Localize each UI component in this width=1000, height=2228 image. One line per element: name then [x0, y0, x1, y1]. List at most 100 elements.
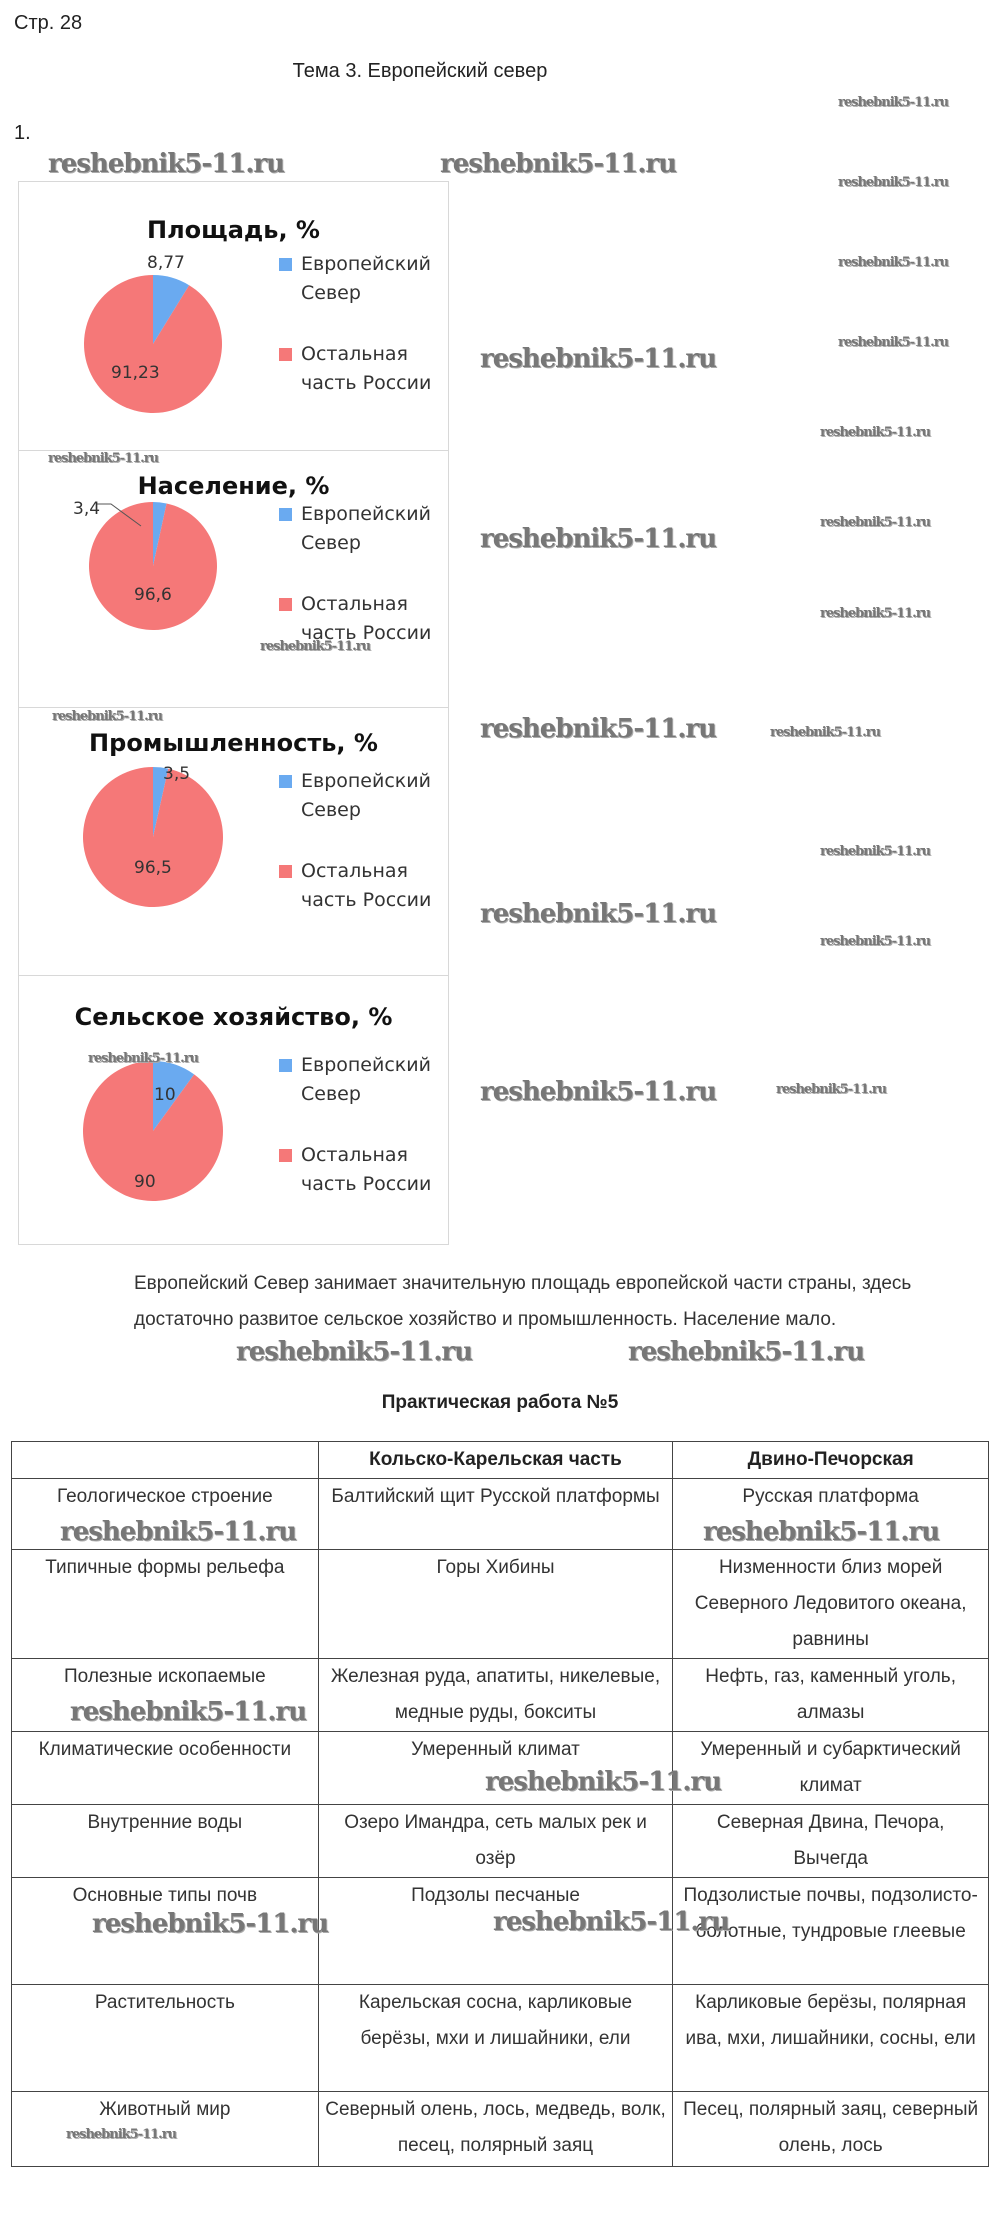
legend-item-european-north: Европейский Север	[279, 250, 471, 308]
watermark: reshebnik5-11.ru	[92, 1909, 329, 1939]
watermark: reshebnik5-11.ru	[820, 515, 931, 530]
watermark: reshebnik5-11.ru	[628, 1337, 865, 1367]
slice-european-north	[153, 767, 169, 837]
leader-line	[97, 503, 142, 527]
legend-item-rest-of-russia: Остальная часть России	[279, 590, 471, 648]
row-label-cell: Климатические особенности	[11, 1731, 319, 1805]
header-cell: Кольско-Карельская часть	[317, 1441, 674, 1479]
pie-chart: 10 90	[83, 1061, 224, 1201]
legend-label: Остальная	[301, 860, 408, 882]
row-label-cell: Растительность	[11, 1984, 319, 2092]
watermark: reshebnik5-11.ru	[480, 524, 717, 554]
legend-swatch	[279, 1059, 292, 1072]
legend-label: Остальная	[301, 593, 408, 615]
slice-rest-of-russia	[83, 1061, 224, 1201]
watermark: reshebnik5-11.ru	[88, 1051, 199, 1066]
chart-title: Сельское хозяйство, %	[74, 1003, 393, 1031]
slice-european-north	[153, 1061, 195, 1131]
watermark: reshebnik5-11.ru	[820, 844, 931, 859]
legend-label: Европейский	[301, 253, 431, 275]
table-cell: Русская платформа	[672, 1478, 989, 1550]
watermark: reshebnik5-11.ru	[70, 1697, 307, 1727]
legend-item-rest-of-russia: Остальная часть России	[279, 340, 471, 398]
watermark: reshebnik5-11.ru	[48, 451, 159, 466]
legend-swatch	[279, 258, 292, 271]
legend-label: часть России	[301, 889, 432, 911]
legend-label: Остальная	[301, 343, 408, 365]
legend-item-european-north: Европейский Север	[279, 767, 471, 825]
pie-chart-panel: Сельское хозяйство, % 10 90 Европейский Се…	[19, 975, 448, 1244]
watermark: reshebnik5-11.ru	[52, 709, 163, 724]
table-row: Климатические особенности Умеренный клима…	[11, 1731, 989, 1805]
watermark: reshebnik5-11.ru	[66, 2127, 177, 2142]
row-label-cell: Полезные ископаемые	[11, 1658, 319, 1732]
watermark: reshebnik5-11.ru	[480, 344, 717, 374]
table-cell: Умеренный и субарктический климат	[672, 1731, 989, 1805]
table-row: Типичные формы рельефа Горы Хибины Низменн…	[11, 1549, 989, 1659]
data-label: 8,77	[147, 253, 185, 273]
table-cell: Нефть, газ, каменный уголь, алмазы	[672, 1658, 989, 1732]
pie-chart: 3,5 96,5	[83, 764, 224, 907]
watermark: reshebnik5-11.ru	[838, 175, 949, 190]
legend-label: Европейский	[301, 1054, 431, 1076]
chart-legend: Европейский Север Остальная часть России	[279, 1051, 471, 1199]
slice-european-north	[153, 275, 190, 344]
data-label: 91,23	[111, 363, 160, 383]
pie-chart-panel: Площадь, % 8,77 91,23 Европейский Север Ос…	[19, 182, 448, 451]
comparison-table: Кольско-Карельская часть Двино-Печорская…	[11, 1441, 989, 2167]
slice-rest-of-russia	[88, 502, 218, 630]
row-label-cell: Типичные формы рельефа	[11, 1549, 319, 1659]
legend-label: Север	[301, 1083, 361, 1105]
watermark: reshebnik5-11.ru	[820, 934, 931, 949]
watermark: reshebnik5-11.ru	[485, 1767, 722, 1797]
slice-rest-of-russia	[84, 275, 222, 413]
legend-label: часть России	[301, 372, 432, 394]
data-label: 10	[154, 1085, 176, 1105]
row-label-cell: Геологическое строение	[11, 1478, 319, 1550]
legend-swatch	[279, 865, 292, 878]
table-cell: Карликовые берёзы, полярная ива, мхи, ли…	[672, 1984, 989, 2092]
table-row: Основные типы почв Подзолы песчаные Подзол…	[11, 1877, 989, 1985]
legend-label: Европейский	[301, 503, 431, 525]
legend-label: Север	[301, 282, 361, 304]
legend-label: Север	[301, 532, 361, 554]
table-cell: Карельская сосна, карликовые берёзы, мхи…	[317, 1984, 674, 2092]
watermark: reshebnik5-11.ru	[60, 1517, 297, 1547]
data-label: 3,5	[163, 764, 190, 784]
table-row: Растительность Карельская сосна, карликов…	[11, 1984, 989, 2092]
watermark: reshebnik5-11.ru	[480, 1077, 717, 1107]
watermark: reshebnik5-11.ru	[703, 1517, 940, 1547]
table-cell: Северный олень, лось, медведь, волк, пес…	[317, 2091, 674, 2167]
pie-chart-panel: Население, % 3,4 96,6 Европейский Север Ос…	[19, 450, 448, 708]
legend-item-european-north: Европейский Север	[279, 500, 471, 558]
row-label-cell: Животный мир	[11, 2091, 319, 2167]
legend-swatch	[279, 508, 292, 521]
row-label-cell: Внутренние воды	[11, 1804, 319, 1878]
watermark: reshebnik5-11.ru	[48, 149, 285, 179]
table-cell: Железная руда, апатиты, никелевые, медны…	[317, 1658, 674, 1732]
chart-legend: Европейский Север Остальная часть России	[279, 250, 471, 398]
legend-label: Остальная	[301, 1144, 408, 1166]
slice-european-north	[153, 502, 167, 566]
table-cell: Низменности близ морей Северного Ледовит…	[672, 1549, 989, 1659]
table-row: Геологическое строение Балтийский щит Рус…	[11, 1478, 989, 1550]
task-number: 1.	[14, 122, 31, 144]
watermark: reshebnik5-11.ru	[480, 899, 717, 929]
conclusion-text: Европейский Север занимает значительную …	[134, 1273, 912, 1330]
watermark: reshebnik5-11.ru	[838, 95, 949, 110]
watermark: reshebnik5-11.ru	[440, 149, 677, 179]
table-cell: Северная Двина, Печора, Вычегда	[672, 1804, 989, 1878]
watermark: reshebnik5-11.ru	[838, 335, 949, 350]
legend-swatch	[279, 348, 292, 361]
data-label: 90	[134, 1172, 156, 1192]
watermark: reshebnik5-11.ru	[260, 639, 371, 654]
table-cell: Озеро Имандра, сеть малых рек и озёр	[317, 1804, 674, 1878]
table-header-row: Кольско-Карельская часть Двино-Печорская	[11, 1441, 989, 1479]
watermark: reshebnik5-11.ru	[820, 606, 931, 621]
page-number: Стр. 28	[14, 12, 83, 34]
table-row: Животный мир Северный олень, лось, медвед…	[11, 2091, 989, 2167]
watermark: reshebnik5-11.ru	[236, 1337, 473, 1367]
table-row: Внутренние воды Озеро Имандра, сеть малых…	[11, 1804, 989, 1878]
watermark: reshebnik5-11.ru	[838, 255, 949, 270]
